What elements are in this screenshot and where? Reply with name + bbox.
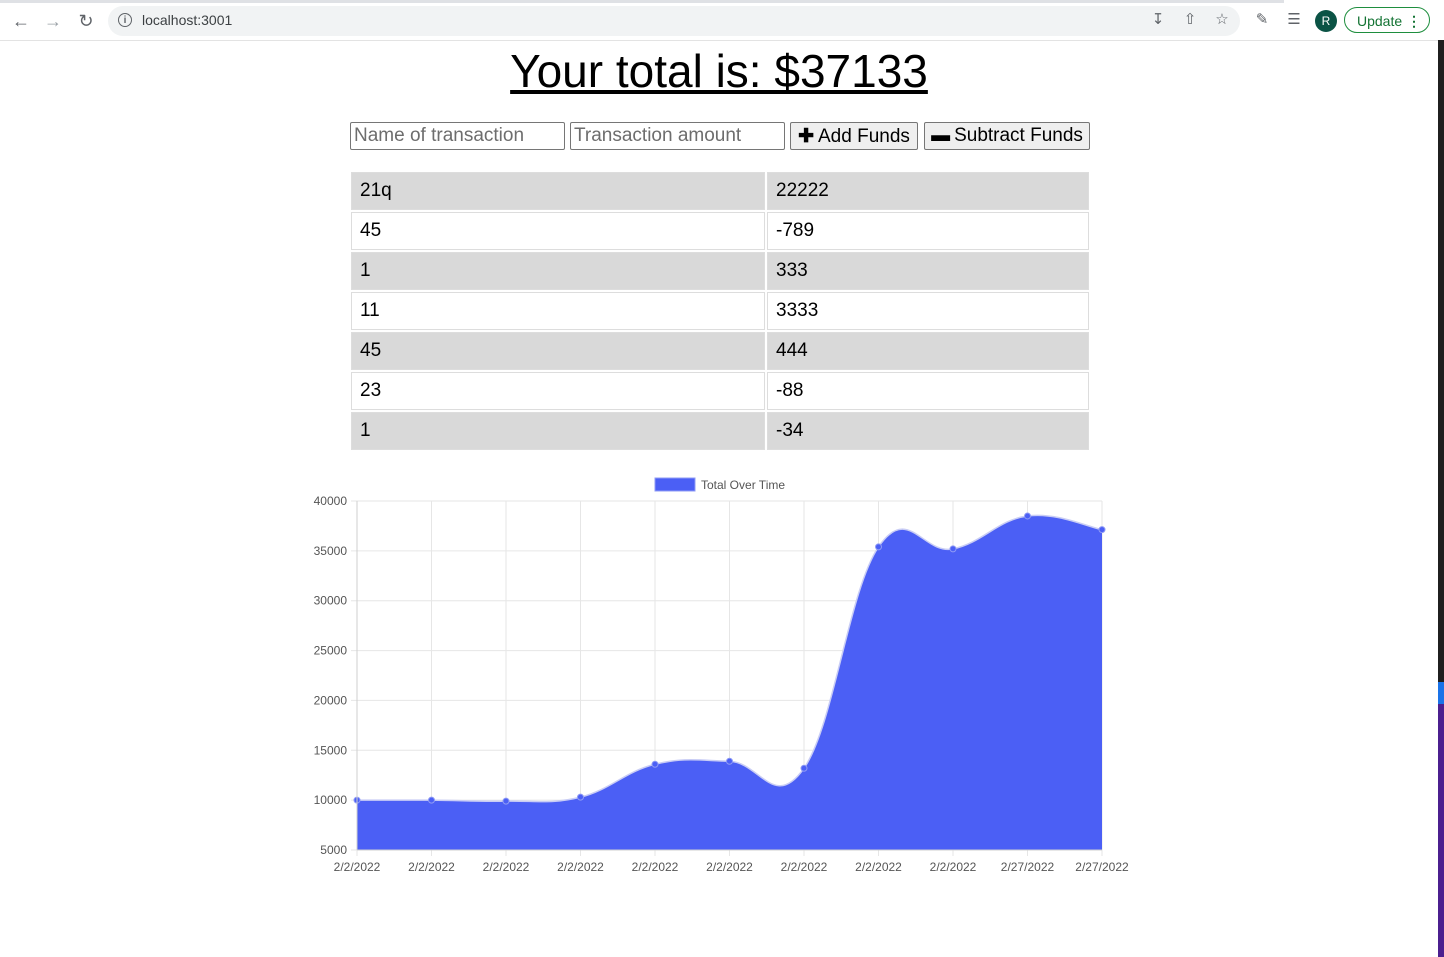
edge-accent-blue <box>1438 682 1444 704</box>
data-point <box>577 793 584 801</box>
more-menu-icon: ⋮ <box>1407 13 1421 29</box>
extensions-puzzle-icon[interactable]: ✎ <box>1255 11 1269 28</box>
transaction-name-cell: 45 <box>351 212 765 250</box>
transactions-table: 21q 22222 45 -789 1 333 11 3333 45 444 23 -88 … <box>349 170 1091 452</box>
total-heading: Your total is: $37133 <box>510 45 928 97</box>
subtract-funds-button[interactable]: ▬ Subtract Funds <box>924 122 1090 150</box>
x-tick-label: 2/2/2022 <box>483 860 530 874</box>
x-tick-label: 2/2/2022 <box>781 860 828 874</box>
data-point <box>949 545 957 553</box>
transaction-amount-cell: 444 <box>767 332 1089 370</box>
table-row: 23 -88 <box>351 372 1089 410</box>
transaction-amount-cell: 3333 <box>767 292 1089 330</box>
data-point <box>502 797 510 805</box>
tab-strip-edge <box>0 0 1284 3</box>
y-tick-label: 30000 <box>314 594 348 608</box>
update-button[interactable]: Update ⋮ <box>1344 7 1430 33</box>
table-row: 1 -34 <box>351 412 1089 450</box>
x-tick-label: 2/2/2022 <box>408 860 455 874</box>
site-info-icon[interactable]: i <box>118 13 132 27</box>
url-text: localhost:3001 <box>142 12 233 28</box>
back-arrow-icon[interactable]: ← <box>12 11 30 31</box>
share-icon[interactable]: ⇧ <box>1183 11 1197 28</box>
address-bar[interactable]: i localhost:3001 <box>108 6 1240 36</box>
total-over-time-chart: 40000 35000 30000 25000 20000 15000 10000 5000 2… <box>314 477 1129 874</box>
transaction-name-cell: 21q <box>351 172 765 210</box>
x-tick-label: 2/27/2022 <box>1001 860 1055 874</box>
table-row: 1 333 <box>351 252 1089 290</box>
legend-label: Total Over Time <box>701 478 785 492</box>
data-point <box>875 543 882 551</box>
x-tick-label: 2/27/2022 <box>1075 860 1129 874</box>
profile-avatar[interactable]: R <box>1315 10 1337 32</box>
y-tick-label: 35000 <box>314 544 348 558</box>
x-tick-label: 2/2/2022 <box>930 860 977 874</box>
data-point <box>1098 526 1106 534</box>
table-row: 11 3333 <box>351 292 1089 330</box>
transaction-name-cell: 1 <box>351 252 765 290</box>
transaction-name-cell: 11 <box>351 292 765 330</box>
table-row: 45 -789 <box>351 212 1089 250</box>
y-tick-label: 25000 <box>314 644 348 658</box>
y-tick-label: 40000 <box>314 494 348 508</box>
x-tick-label: 2/2/2022 <box>855 860 902 874</box>
y-tick-label: 10000 <box>314 793 348 807</box>
data-point <box>726 757 733 765</box>
data-point <box>428 796 435 804</box>
transaction-name-cell: 23 <box>351 372 765 410</box>
transaction-name-input[interactable] <box>350 122 565 150</box>
transaction-amount-cell: -34 <box>767 412 1089 450</box>
transaction-name-cell: 45 <box>351 332 765 370</box>
bookmark-star-icon[interactable]: ☆ <box>1215 11 1229 28</box>
data-point <box>651 760 659 768</box>
edge-accent-purple <box>1438 704 1444 957</box>
window-edge <box>1438 40 1444 957</box>
forward-arrow-icon[interactable]: → <box>44 11 62 31</box>
transaction-amount-cell: 333 <box>767 252 1089 290</box>
y-tick-label: 20000 <box>314 693 348 707</box>
add-funds-label: Add Funds <box>818 125 910 147</box>
subtract-funds-label: Subtract Funds <box>954 125 1083 146</box>
transaction-amount-cell: 22222 <box>767 172 1089 210</box>
data-point <box>800 764 808 772</box>
x-tick-label: 2/2/2022 <box>334 860 381 874</box>
y-tick-label: 15000 <box>314 743 348 757</box>
data-point <box>1024 512 1031 520</box>
update-label: Update <box>1357 13 1403 29</box>
reading-list-icon[interactable]: ☰ <box>1287 11 1301 28</box>
install-icon[interactable]: ↧ <box>1151 11 1165 28</box>
plus-icon: ✚ <box>798 125 814 147</box>
x-tick-label: 2/2/2022 <box>632 860 679 874</box>
transaction-amount-cell: -88 <box>767 372 1089 410</box>
browser-toolbar: ← → ↻ i localhost:3001 ↧ ⇧ ☆ ✎ ☰ R Updat… <box>0 0 1444 41</box>
area-fill <box>357 515 1102 850</box>
legend-swatch <box>654 477 696 492</box>
transaction-name-cell: 1 <box>351 412 765 450</box>
table-row: 21q 22222 <box>351 172 1089 210</box>
add-funds-button[interactable]: ✚ Add Funds <box>790 122 918 150</box>
minus-icon: ▬ <box>931 125 951 146</box>
reload-icon[interactable]: ↻ <box>78 11 94 31</box>
x-tick-label: 2/2/2022 <box>706 860 753 874</box>
y-tick-label: 5000 <box>320 843 347 857</box>
transaction-amount-input[interactable] <box>570 122 785 150</box>
transaction-amount-cell: -789 <box>767 212 1089 250</box>
x-tick-label: 2/2/2022 <box>557 860 604 874</box>
table-row: 45 444 <box>351 332 1089 370</box>
